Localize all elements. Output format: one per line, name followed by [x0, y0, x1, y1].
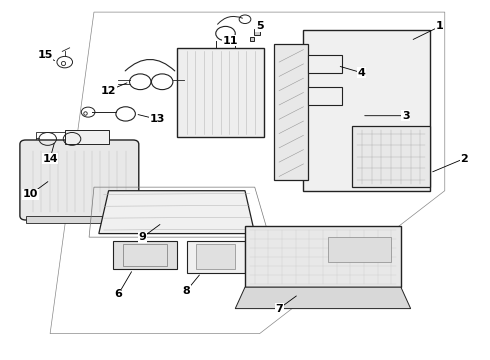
Text: 10: 10	[23, 189, 38, 199]
Polygon shape	[274, 44, 308, 180]
Text: 6: 6	[114, 289, 122, 299]
Text: 7: 7	[275, 303, 283, 314]
Polygon shape	[352, 126, 430, 187]
Text: 13: 13	[149, 114, 165, 124]
Text: 5: 5	[256, 21, 264, 31]
Text: 11: 11	[222, 36, 238, 46]
Polygon shape	[235, 287, 411, 309]
Polygon shape	[99, 191, 255, 234]
Polygon shape	[177, 48, 265, 137]
Text: 8: 8	[183, 286, 191, 296]
FancyBboxPatch shape	[20, 140, 139, 220]
Text: 4: 4	[358, 68, 366, 78]
Polygon shape	[308, 55, 343, 73]
Text: 15: 15	[38, 50, 53, 60]
Text: 14: 14	[42, 154, 58, 163]
Polygon shape	[308, 87, 343, 105]
Polygon shape	[303, 30, 430, 191]
Polygon shape	[187, 241, 245, 273]
Polygon shape	[114, 241, 177, 269]
Polygon shape	[26, 216, 133, 223]
Text: 3: 3	[402, 111, 410, 121]
Text: 2: 2	[461, 154, 468, 163]
Polygon shape	[196, 244, 235, 269]
Polygon shape	[328, 237, 391, 262]
Polygon shape	[245, 226, 401, 287]
Polygon shape	[65, 130, 109, 144]
Text: 12: 12	[101, 86, 116, 96]
Text: 1: 1	[436, 21, 444, 31]
Text: 9: 9	[139, 232, 147, 242]
